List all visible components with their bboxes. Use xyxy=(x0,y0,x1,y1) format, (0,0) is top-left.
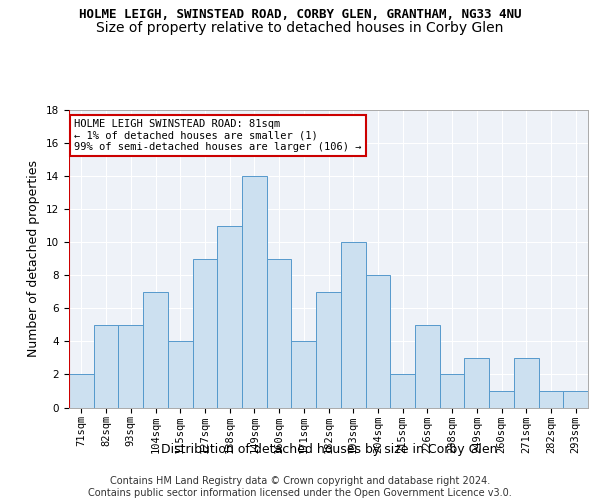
Bar xyxy=(267,259,292,408)
Bar xyxy=(365,276,390,407)
Bar xyxy=(217,226,242,408)
Text: HOLME LEIGH, SWINSTEAD ROAD, CORBY GLEN, GRANTHAM, NG33 4NU: HOLME LEIGH, SWINSTEAD ROAD, CORBY GLEN,… xyxy=(79,8,521,20)
Bar xyxy=(489,391,514,407)
Bar xyxy=(118,325,143,407)
Bar xyxy=(514,358,539,408)
Bar xyxy=(341,242,365,408)
Bar xyxy=(415,325,440,407)
Bar xyxy=(69,374,94,408)
Text: Contains HM Land Registry data © Crown copyright and database right 2024.
Contai: Contains HM Land Registry data © Crown c… xyxy=(88,476,512,498)
Text: Size of property relative to detached houses in Corby Glen: Size of property relative to detached ho… xyxy=(97,21,503,35)
Bar xyxy=(168,342,193,407)
Y-axis label: Number of detached properties: Number of detached properties xyxy=(28,160,40,357)
Text: HOLME LEIGH SWINSTEAD ROAD: 81sqm
← 1% of detached houses are smaller (1)
99% of: HOLME LEIGH SWINSTEAD ROAD: 81sqm ← 1% o… xyxy=(74,119,362,152)
Bar xyxy=(292,342,316,407)
Bar xyxy=(390,374,415,408)
Bar xyxy=(242,176,267,408)
Bar xyxy=(143,292,168,408)
Bar xyxy=(94,325,118,407)
Text: Distribution of detached houses by size in Corby Glen: Distribution of detached houses by size … xyxy=(161,442,497,456)
Bar xyxy=(464,358,489,408)
Bar xyxy=(440,374,464,408)
Bar xyxy=(539,391,563,407)
Bar xyxy=(316,292,341,408)
Bar xyxy=(193,259,217,408)
Bar xyxy=(563,391,588,407)
